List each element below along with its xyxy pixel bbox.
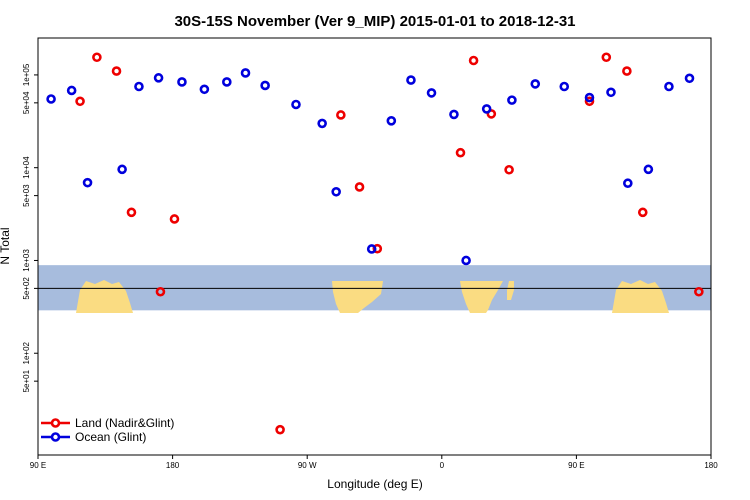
y-axis-label: N Total: [0, 227, 12, 264]
data-point: [240, 68, 251, 78]
data-point: [354, 182, 365, 192]
x-tick-label: 0: [440, 461, 445, 470]
data-point: [177, 77, 187, 87]
data-point: [199, 84, 210, 95]
data-point: [481, 104, 492, 114]
data-point: [366, 244, 377, 254]
data-point: [317, 118, 327, 129]
y-tick-label: 5e+02: [22, 277, 31, 300]
data-point: [82, 177, 93, 188]
data-points: [46, 52, 704, 435]
data-point: [372, 243, 383, 254]
data-point: [222, 77, 232, 87]
x-tick-label: 90 E: [30, 461, 46, 470]
y-tick-label: 1e+03: [22, 249, 31, 272]
data-point: [504, 164, 514, 175]
legend: Land (Nadir&Glint)Ocean (Glint): [41, 416, 174, 444]
data-point: [559, 81, 570, 92]
data-point: [386, 116, 397, 126]
data-point: [275, 424, 285, 435]
y-tick-label: 5e+03: [22, 184, 31, 207]
data-point: [684, 73, 695, 84]
data-point: [92, 52, 102, 63]
data-point: [461, 255, 471, 266]
y-tick-label: 1e+02: [22, 341, 31, 364]
y-tick-label: 5e+01: [22, 369, 31, 392]
y-tick-label: 5e+04: [22, 91, 31, 114]
data-point: [449, 109, 459, 120]
data-point: [75, 96, 85, 107]
series-0: [75, 52, 704, 435]
data-point: [507, 95, 517, 105]
data-point: [155, 286, 166, 297]
data-point: [486, 109, 497, 119]
data-point: [606, 87, 616, 98]
legend-label: Land (Nadir&Glint): [75, 416, 174, 430]
x-tick-label: 90 E: [568, 461, 584, 470]
x-axis: 90 E 180 90 W 0 90 E 180: [30, 455, 718, 470]
data-point: [694, 286, 704, 297]
data-point: [406, 75, 416, 85]
series-1: [46, 68, 695, 266]
data-point: [117, 164, 127, 175]
data-point: [291, 99, 301, 110]
x-tick-label: 180: [166, 461, 180, 470]
chart-title: 30S-15S November (Ver 9_MIP) 2015-01-01 …: [174, 13, 575, 30]
world-map-band: [38, 265, 711, 313]
data-point: [664, 81, 674, 92]
y-tick-label: 1e+04: [22, 156, 31, 179]
data-point: [169, 214, 180, 224]
data-point: [584, 96, 595, 107]
data-point: [134, 81, 144, 92]
y-axis: 5e+01 1e+02 5e+02 1e+03 5e+03 1e+04 5e+04 1e+05: [22, 63, 38, 392]
data-point: [584, 92, 595, 103]
land-south-america: [332, 281, 383, 313]
data-point: [455, 147, 466, 158]
data-point: [331, 186, 341, 197]
data-point: [601, 52, 612, 63]
data-point: [530, 79, 541, 89]
data-point: [426, 88, 437, 98]
data-point: [46, 94, 56, 104]
legend-marker: [50, 432, 61, 442]
land-madagascar: [507, 281, 514, 300]
data-point: [336, 110, 346, 120]
x-tick-label: 90 W: [298, 461, 317, 470]
data-point: [66, 85, 77, 96]
data-point: [643, 164, 654, 175]
data-point: [126, 207, 137, 218]
data-point: [153, 73, 164, 83]
land-africa: [460, 281, 503, 313]
data-point: [260, 80, 270, 91]
legend-marker: [50, 418, 61, 428]
data-point: [111, 66, 122, 76]
x-tick-label: 180: [704, 461, 718, 470]
data-point: [622, 66, 632, 76]
x-axis-label: Longitude (deg E): [327, 477, 422, 491]
data-point: [637, 207, 648, 218]
plot-frame: [37, 37, 712, 456]
legend-label: Ocean (Glint): [75, 430, 146, 444]
data-point: [468, 55, 479, 66]
data-point: [623, 178, 633, 189]
y-tick-label: 1e+05: [22, 63, 31, 86]
